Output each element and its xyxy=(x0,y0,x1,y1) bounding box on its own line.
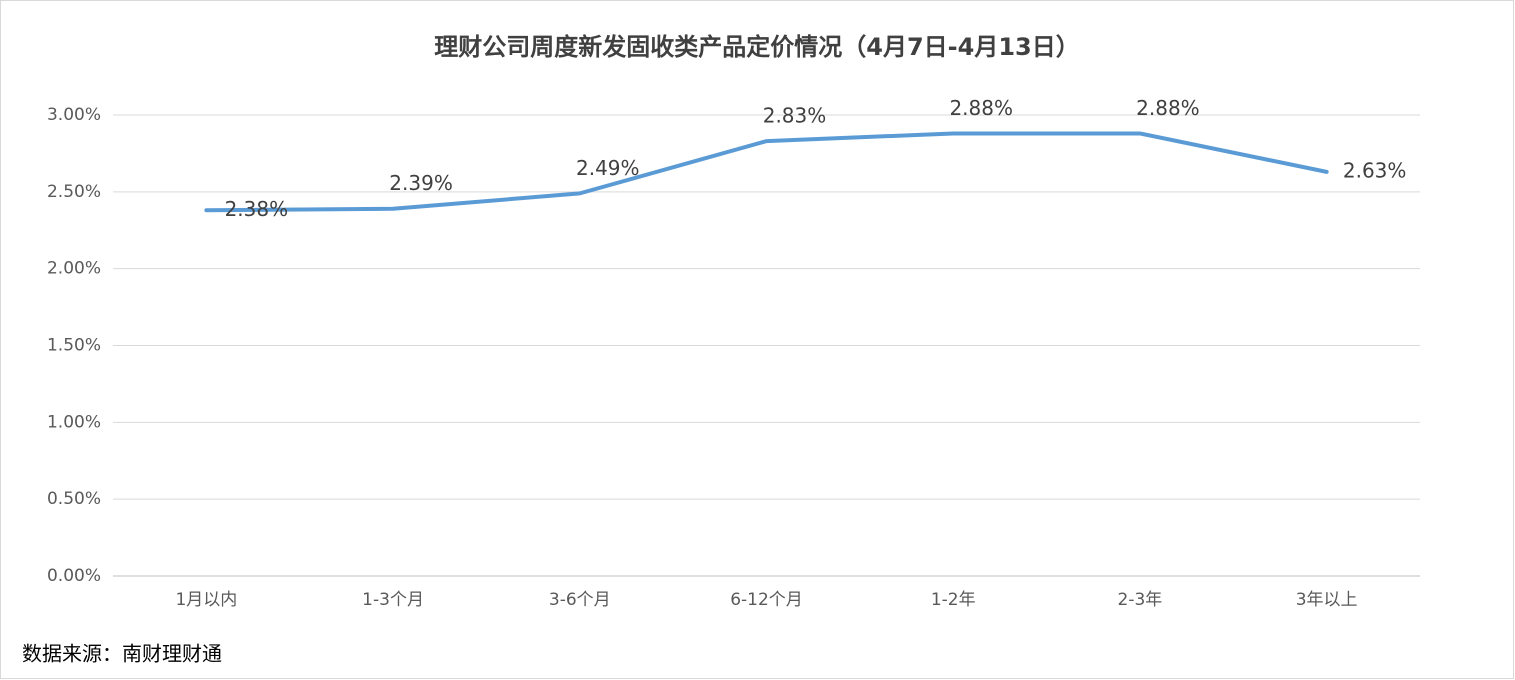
data-label: 2.88% xyxy=(949,96,1013,120)
data-label: 2.39% xyxy=(389,171,453,195)
y-tick-label: 3.00% xyxy=(47,105,101,125)
y-tick-label: 1.00% xyxy=(47,412,101,432)
x-tick-label: 1-2年 xyxy=(931,590,976,610)
chart-title: 理财公司周度新发固收类产品定价情况（4月7日-4月13日） xyxy=(434,33,1079,61)
data-label: 2.88% xyxy=(1136,96,1200,120)
x-tick-label: 3年以上 xyxy=(1296,590,1358,610)
y-tick-label: 2.00% xyxy=(47,259,101,279)
x-tick-label: 1-3个月 xyxy=(362,590,424,610)
data-label: 2.49% xyxy=(576,156,640,180)
x-tick-label: 6-12个月 xyxy=(730,590,803,610)
x-tick-label: 3-6个月 xyxy=(549,590,611,610)
x-tick-label: 1月以内 xyxy=(175,590,237,610)
data-label: 2.38% xyxy=(225,197,289,221)
source-note: 数据来源：南财理财通 xyxy=(22,642,222,666)
data-label: 2.83% xyxy=(763,104,827,128)
y-tick-label: 1.50% xyxy=(47,336,101,356)
y-tick-label: 2.50% xyxy=(47,182,101,202)
data-line xyxy=(204,131,1329,213)
data-label: 2.63% xyxy=(1343,158,1407,182)
y-tick-label: 0.00% xyxy=(47,566,101,586)
y-tick-label: 0.50% xyxy=(47,489,101,509)
x-tick-label: 2-3年 xyxy=(1118,590,1163,610)
